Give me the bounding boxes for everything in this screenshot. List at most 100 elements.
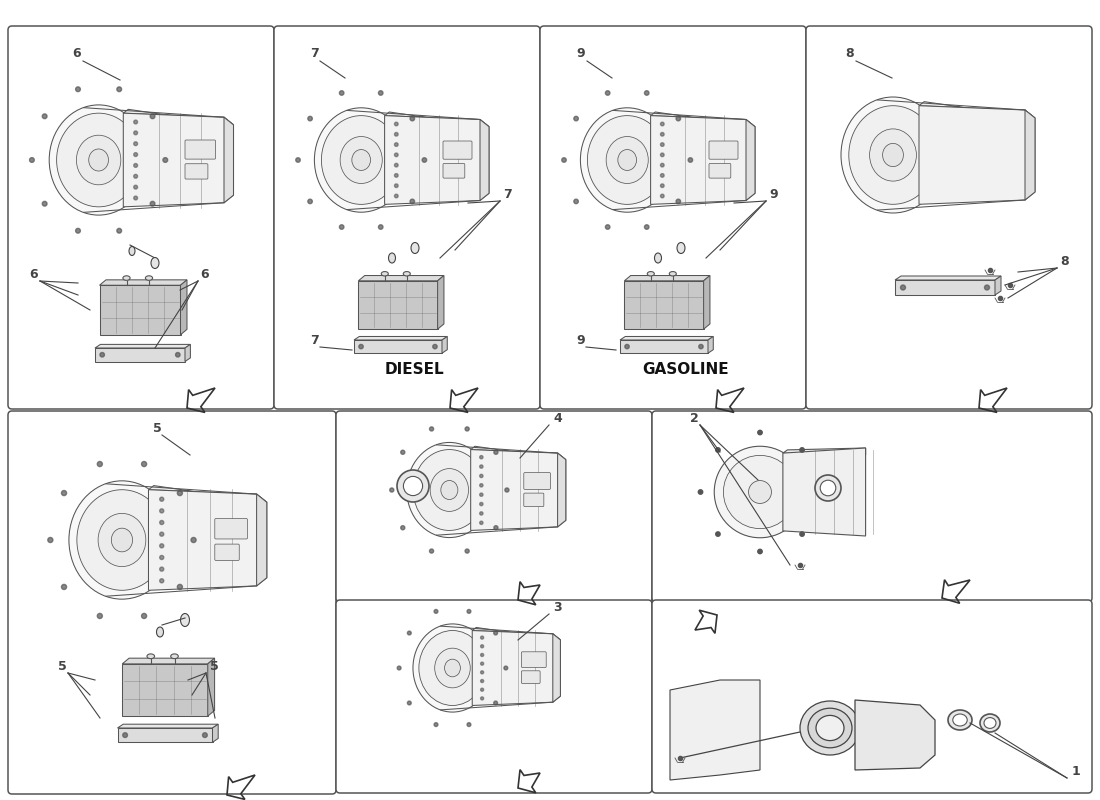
Polygon shape [442, 337, 448, 354]
Circle shape [465, 549, 470, 553]
Ellipse shape [388, 253, 396, 263]
Circle shape [494, 701, 497, 705]
Polygon shape [354, 337, 448, 340]
Polygon shape [208, 658, 214, 716]
Circle shape [151, 202, 155, 206]
Circle shape [465, 427, 470, 431]
Ellipse shape [647, 271, 654, 276]
FancyBboxPatch shape [274, 26, 540, 409]
Circle shape [296, 158, 300, 162]
Circle shape [660, 163, 664, 167]
Polygon shape [895, 280, 996, 295]
Ellipse shape [816, 715, 844, 741]
Circle shape [689, 158, 693, 162]
Circle shape [494, 631, 497, 635]
Circle shape [407, 701, 411, 705]
FancyBboxPatch shape [524, 493, 543, 506]
Text: 5: 5 [210, 660, 219, 673]
Text: 9: 9 [769, 188, 778, 201]
Ellipse shape [151, 258, 160, 269]
Circle shape [117, 228, 122, 233]
Ellipse shape [50, 105, 148, 215]
Circle shape [123, 733, 128, 738]
Circle shape [645, 90, 649, 95]
Polygon shape [385, 112, 490, 126]
Ellipse shape [77, 490, 167, 590]
Circle shape [160, 555, 164, 559]
Circle shape [817, 490, 822, 494]
Circle shape [481, 697, 484, 700]
Ellipse shape [441, 481, 458, 499]
Text: a passion
since 1926: a passion since 1926 [417, 423, 704, 617]
FancyBboxPatch shape [214, 518, 248, 539]
Circle shape [308, 199, 312, 204]
Circle shape [480, 512, 483, 515]
Circle shape [76, 87, 80, 92]
Circle shape [901, 285, 905, 290]
Ellipse shape [397, 470, 429, 502]
Text: 5: 5 [58, 660, 67, 673]
Circle shape [505, 488, 509, 492]
Circle shape [434, 610, 438, 614]
Circle shape [42, 114, 47, 118]
Polygon shape [212, 724, 218, 742]
Polygon shape [746, 119, 755, 201]
Bar [122, 664, 208, 716]
Circle shape [716, 448, 720, 452]
Circle shape [340, 225, 344, 230]
Circle shape [494, 450, 498, 454]
Ellipse shape [606, 137, 648, 183]
Polygon shape [996, 276, 1001, 295]
Circle shape [191, 538, 196, 542]
Circle shape [395, 133, 398, 136]
Polygon shape [354, 340, 442, 354]
Circle shape [47, 538, 53, 542]
Ellipse shape [412, 624, 492, 712]
Polygon shape [918, 106, 1035, 204]
Circle shape [395, 153, 398, 157]
Ellipse shape [180, 614, 189, 626]
Polygon shape [553, 634, 560, 702]
Polygon shape [118, 724, 218, 728]
Polygon shape [918, 102, 1035, 118]
Circle shape [432, 344, 437, 349]
Circle shape [160, 544, 164, 548]
Polygon shape [704, 275, 710, 330]
Circle shape [177, 490, 183, 496]
Circle shape [758, 550, 762, 554]
Polygon shape [783, 448, 866, 536]
Circle shape [480, 455, 483, 459]
Circle shape [359, 344, 363, 349]
Circle shape [625, 344, 629, 349]
Ellipse shape [411, 242, 419, 254]
Ellipse shape [800, 701, 860, 755]
Circle shape [480, 521, 483, 525]
Text: GASOLINE: GASOLINE [642, 362, 728, 377]
Ellipse shape [980, 714, 1000, 732]
Circle shape [716, 532, 720, 536]
Circle shape [429, 549, 433, 553]
Circle shape [698, 344, 703, 349]
Ellipse shape [808, 708, 852, 748]
Ellipse shape [147, 654, 154, 658]
Polygon shape [620, 337, 713, 340]
Text: 5: 5 [153, 422, 162, 435]
Polygon shape [471, 450, 565, 530]
Circle shape [660, 122, 664, 126]
Circle shape [422, 158, 427, 162]
Circle shape [481, 654, 484, 657]
Circle shape [481, 636, 484, 639]
Polygon shape [438, 275, 444, 330]
FancyBboxPatch shape [336, 600, 652, 793]
Polygon shape [95, 344, 190, 348]
Ellipse shape [111, 528, 133, 552]
Circle shape [758, 430, 762, 434]
Text: 1: 1 [1072, 765, 1080, 778]
Ellipse shape [842, 97, 945, 213]
Polygon shape [625, 275, 710, 281]
Circle shape [480, 493, 483, 496]
Circle shape [660, 194, 664, 198]
Polygon shape [472, 630, 560, 706]
FancyBboxPatch shape [652, 411, 1092, 602]
Circle shape [142, 462, 146, 466]
